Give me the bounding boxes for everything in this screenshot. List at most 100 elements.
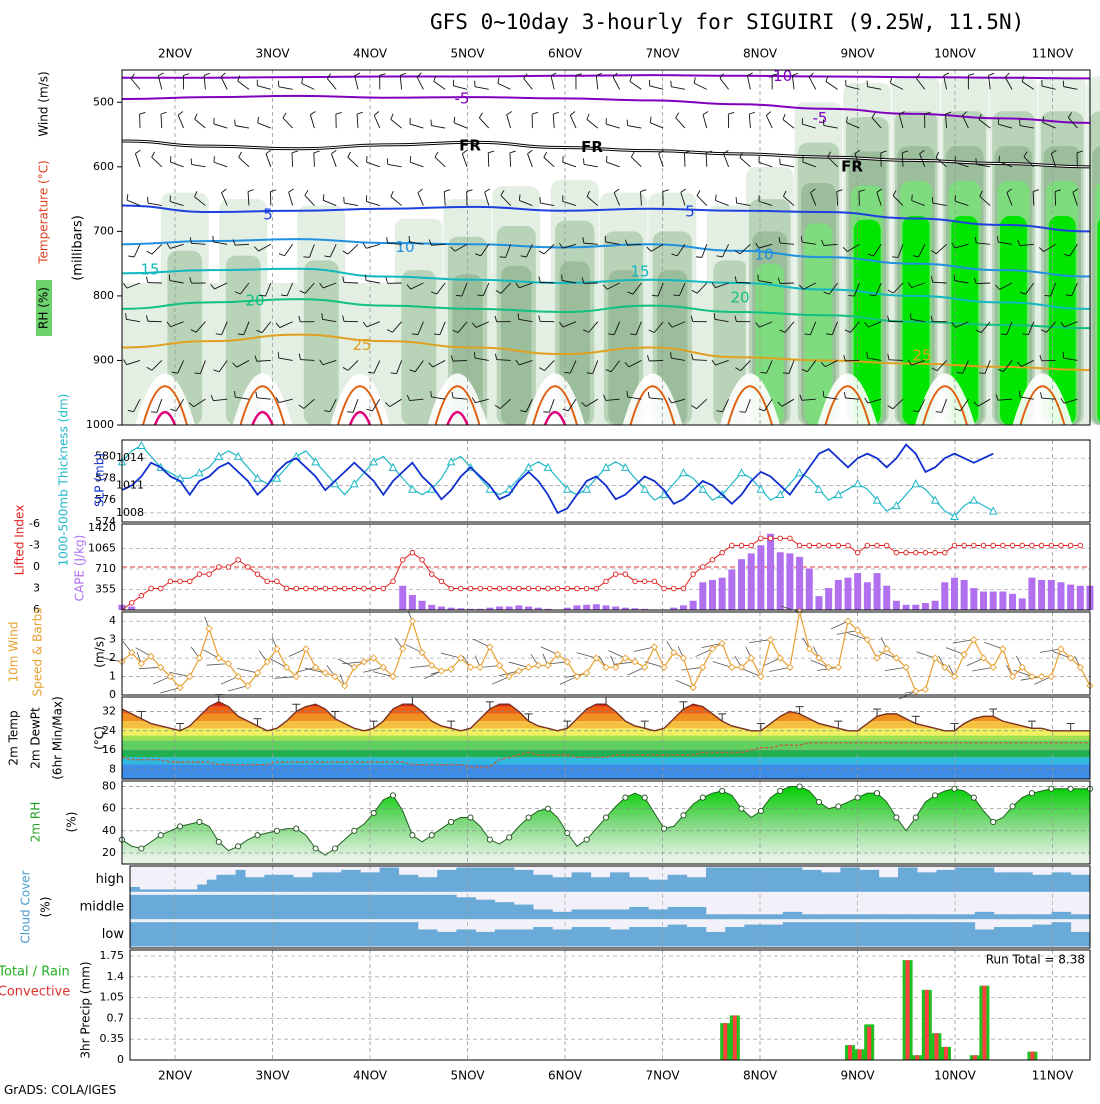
lifted-index-point [730,543,735,548]
cape-bar [709,580,716,610]
rh-left-label: 2m RH [29,802,43,843]
cape-bar [941,582,948,610]
cloud-cell-middle [149,895,159,919]
rh-point [294,826,299,831]
cloud-left-label: Cloud Cover [19,870,33,943]
wind-speed-point [922,686,928,692]
thickness-point [622,464,629,471]
cloud-cell-low [408,922,418,946]
cloud-cell-low [178,922,188,946]
thickness-point [370,458,377,465]
x-tick-label-bottom: 4NOV [353,1069,388,1083]
cloud-cell-high [1004,872,1014,891]
cloud-cell-low [341,922,351,946]
wind-barb-flag [126,313,127,319]
cloud-cell-low [245,922,255,946]
lifted-index-point [197,572,202,577]
lifted-index-point [768,536,773,541]
lifted-index-point [671,586,676,591]
temp-band [122,740,1090,750]
lifted-index-point [178,579,183,584]
cloud-cell-high [927,872,937,891]
series-line-lifted-index [122,538,1080,610]
wind-barb-flag [605,236,606,242]
y-tick-label: 1000 [86,418,114,431]
wind-barb-flag [606,156,607,162]
page-title: GFS 0~10day 3-hourly for SIGUIRI (9.25W,… [430,10,1024,34]
rh-point [913,815,918,820]
cloud-cell-low [936,922,946,946]
cloud-cell-low [1071,932,1081,947]
rh-point [449,819,454,824]
rh-point [952,786,957,791]
isotherm-label: 5 [263,206,273,224]
wind-barb-flag [387,158,388,164]
temp-band [122,750,1090,757]
cloud-cell-middle [1052,912,1062,919]
wind-barb-10m [967,658,984,666]
cape-bar [767,534,774,610]
cloud-cell-middle [1023,914,1033,919]
lifted-index-point [168,579,173,584]
cape-bar [874,573,881,610]
cloud-cell-low [908,922,918,946]
y-tick-label: 0.35 [100,1032,125,1045]
rh-point [565,830,570,835]
lifted-index-point [846,543,851,548]
cloud-cell-low [706,932,716,947]
lifted-index-point [526,586,531,591]
cloud-cell-middle [812,914,822,919]
wind-barb-10m [228,686,248,691]
wind-barb-flag [169,275,170,281]
cloud-cell-middle [495,902,505,919]
y-tick-label: 20 [102,846,116,859]
cloud-cell-middle [1032,914,1042,919]
wind-barb-flag [518,313,519,319]
y-tick-label: -3 [29,539,40,552]
y-tick-label: 0 [109,688,116,701]
cloud-cell-middle [168,895,178,919]
cloud-cell-middle [380,895,390,919]
cape-bar [951,578,958,610]
cloud-cell-high [1032,875,1042,892]
lifted-index-point [797,543,802,548]
cloud-cell-high [1013,872,1023,891]
rh-area [122,787,1090,859]
cloud-cell-low [226,922,236,946]
wind-barb-flag [801,236,802,242]
x-tick-label-bottom: 10NOV [934,1069,976,1083]
cloud-cell-high [495,868,505,892]
wind-barb-10m [509,662,529,667]
cloud-cell-high [389,868,399,892]
cloud-cell-high [965,868,975,892]
cloud-cell-low [696,927,706,946]
cloud-cell-low [610,929,620,946]
cloud-cell-high [159,889,169,891]
cape-bar [777,552,784,610]
wind-barb-flag [391,373,397,374]
lifted-index-point [265,579,270,584]
cloud-cell-high [178,889,188,891]
cape-right-label: CAPE (J/kg) [73,535,87,602]
cloud-cell-low [773,925,783,947]
wind-barb-10m [634,647,654,651]
cloud-cell-low [792,922,802,946]
lifted-index-point [865,543,870,548]
wind-left-label: 10m Wind [7,622,21,683]
wind-speed-point [632,659,638,665]
precip-ylabel: 3hr Precip (mm) [79,961,93,1058]
cloud-cell-high [802,870,812,892]
y-tick-label: 60 [102,802,116,815]
rh-point [603,815,608,820]
cape-bar [883,586,890,610]
wind-barb-10m [160,688,180,693]
lifted-index-point [952,543,957,548]
cape-bar [719,578,726,610]
y-tick-label: 500 [93,95,114,108]
cloud-cell-middle [130,895,140,919]
temp-band [122,714,1090,721]
cloud-cell-low [956,922,966,946]
cloud-cell-high [620,872,630,891]
cape-bar [583,605,590,610]
cloud-cell-low [159,922,169,946]
